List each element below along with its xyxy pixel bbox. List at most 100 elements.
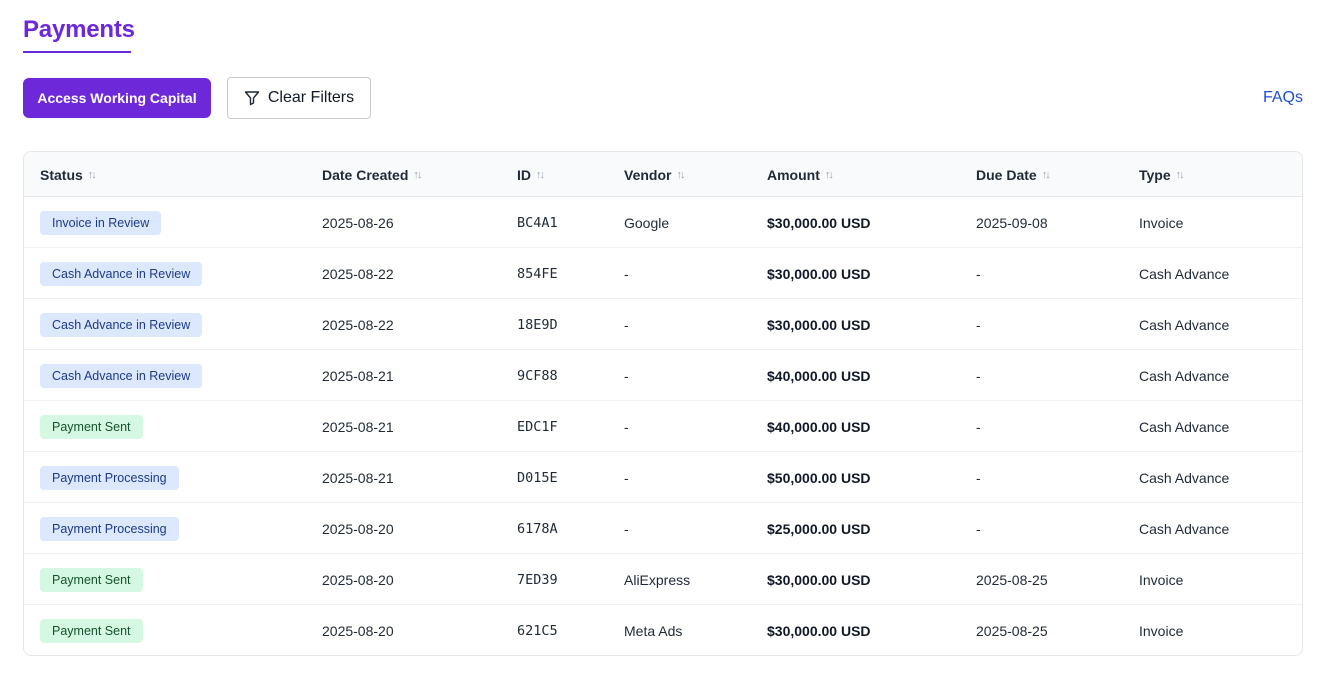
type-cell: Cash Advance xyxy=(1139,520,1230,537)
date-created-cell: 2025-08-26 xyxy=(322,214,394,231)
type-cell: Cash Advance xyxy=(1139,367,1230,384)
vendor-cell: - xyxy=(624,520,629,537)
sort-arrows-icon: ↑↓ xyxy=(1175,168,1185,181)
date-created-cell: 2025-08-22 xyxy=(322,265,394,282)
column-header-label: Date Created xyxy=(322,166,409,183)
table-row[interactable]: Payment Sent 2025-08-20 621C5 Meta Ads $… xyxy=(24,605,1302,655)
vendor-cell: - xyxy=(624,316,629,333)
amount-cell: $25,000.00 USD xyxy=(767,520,871,537)
date-created-cell: 2025-08-20 xyxy=(322,571,394,588)
status-badge: Payment Processing xyxy=(40,516,179,541)
sort-arrows-icon: ↑↓ xyxy=(536,168,545,181)
table-row[interactable]: Cash Advance in Review 2025-08-22 18E9D … xyxy=(24,299,1302,350)
column-header-id[interactable]: ID ↑↓ xyxy=(517,152,545,197)
due-date-cell: - xyxy=(976,265,981,282)
column-header-due-date[interactable]: Due Date ↑↓ xyxy=(976,152,1051,197)
filter-icon xyxy=(244,91,260,106)
status-badge: Payment Processing xyxy=(40,465,179,490)
type-cell: Invoice xyxy=(1139,622,1184,639)
column-header-label: Due Date xyxy=(976,166,1037,183)
id-cell: BC4A1 xyxy=(517,214,558,231)
due-date-cell: - xyxy=(976,367,981,384)
column-header-vendor[interactable]: Vendor ↑↓ xyxy=(624,152,685,197)
id-cell: 18E9D xyxy=(517,316,558,333)
due-date-cell: 2025-09-08 xyxy=(976,214,1048,231)
status-badge: Cash Advance in Review xyxy=(40,312,203,337)
page-title: Payments xyxy=(23,16,135,43)
status-badge: Invoice in Review xyxy=(40,210,162,235)
column-header-label: Status xyxy=(40,166,83,183)
status-badge: Payment Sent xyxy=(40,414,143,439)
amount-cell: $30,000.00 USD xyxy=(767,316,871,333)
id-cell: 7ED39 xyxy=(517,571,558,588)
date-created-cell: 2025-08-20 xyxy=(322,622,394,639)
vendor-cell: Google xyxy=(624,214,670,231)
column-header-label: Type xyxy=(1139,166,1171,183)
title-underline xyxy=(23,51,131,53)
due-date-cell: 2025-08-25 xyxy=(976,571,1048,588)
column-header-type[interactable]: Type ↑↓ xyxy=(1139,152,1185,197)
id-cell: 854FE xyxy=(517,265,558,282)
amount-cell: $40,000.00 USD xyxy=(767,418,871,435)
clear-filters-button[interactable]: Clear Filters xyxy=(227,77,371,119)
amount-cell: $40,000.00 USD xyxy=(767,367,871,384)
vendor-cell: - xyxy=(624,469,629,486)
vendor-cell: - xyxy=(624,418,629,435)
sort-arrows-icon: ↑↓ xyxy=(676,168,685,181)
amount-cell: $30,000.00 USD xyxy=(767,265,871,282)
table-row[interactable]: Payment Sent 2025-08-20 7ED39 AliExpress… xyxy=(24,554,1302,605)
faqs-link[interactable]: FAQs xyxy=(1262,89,1303,106)
amount-cell: $30,000.00 USD xyxy=(767,214,871,231)
due-date-cell: - xyxy=(976,418,981,435)
table-row[interactable]: Payment Sent 2025-08-21 EDC1F - $40,000.… xyxy=(24,401,1302,452)
column-header-date-created[interactable]: Date Created ↑↓ xyxy=(322,152,422,197)
status-badge: Payment Sent xyxy=(40,567,143,592)
column-header-label: ID xyxy=(517,166,531,183)
date-created-cell: 2025-08-22 xyxy=(322,316,394,333)
vendor-cell: AliExpress xyxy=(624,571,691,588)
date-created-cell: 2025-08-20 xyxy=(322,520,394,537)
column-header-amount[interactable]: Amount ↑↓ xyxy=(767,152,834,197)
access-working-capital-button[interactable]: Access Working Capital xyxy=(23,78,211,118)
sort-arrows-icon: ↑↓ xyxy=(87,168,97,181)
sort-arrows-icon: ↑↓ xyxy=(824,168,834,181)
status-badge: Cash Advance in Review xyxy=(40,363,203,388)
type-cell: Cash Advance xyxy=(1139,265,1230,282)
vendor-cell: Meta Ads xyxy=(624,622,683,639)
status-badge: Payment Sent xyxy=(40,618,143,643)
due-date-cell: - xyxy=(976,316,981,333)
id-cell: D015E xyxy=(517,469,558,486)
table-body: Invoice in Review 2025-08-26 BC4A1 Googl… xyxy=(24,197,1302,655)
vendor-cell: - xyxy=(624,265,629,282)
date-created-cell: 2025-08-21 xyxy=(322,469,394,486)
column-header-label: Vendor xyxy=(624,166,672,183)
table-row[interactable]: Cash Advance in Review 2025-08-22 854FE … xyxy=(24,248,1302,299)
amount-cell: $30,000.00 USD xyxy=(767,622,871,639)
sort-arrows-icon: ↑↓ xyxy=(413,168,422,181)
due-date-cell: - xyxy=(976,469,981,486)
table-row[interactable]: Payment Processing 2025-08-21 D015E - $5… xyxy=(24,452,1302,503)
id-cell: 9CF88 xyxy=(517,367,558,384)
table-row[interactable]: Invoice in Review 2025-08-26 BC4A1 Googl… xyxy=(24,197,1302,248)
type-cell: Cash Advance xyxy=(1139,469,1230,486)
payments-table: Status ↑↓ Date Created ↑↓ ID ↑↓ Vendor ↑… xyxy=(23,151,1303,656)
table-row[interactable]: Cash Advance in Review 2025-08-21 9CF88 … xyxy=(24,350,1302,401)
id-cell: 6178A xyxy=(517,520,558,537)
date-created-cell: 2025-08-21 xyxy=(322,367,394,384)
due-date-cell: 2025-08-25 xyxy=(976,622,1048,639)
column-header-status[interactable]: Status ↑↓ xyxy=(40,152,97,197)
type-cell: Cash Advance xyxy=(1139,316,1230,333)
vendor-cell: - xyxy=(624,367,629,384)
table-row[interactable]: Payment Processing 2025-08-20 6178A - $2… xyxy=(24,503,1302,554)
id-cell: 621C5 xyxy=(517,622,558,639)
amount-cell: $30,000.00 USD xyxy=(767,571,871,588)
table-header: Status ↑↓ Date Created ↑↓ ID ↑↓ Vendor ↑… xyxy=(24,152,1302,197)
type-cell: Invoice xyxy=(1139,214,1184,231)
id-cell: EDC1F xyxy=(517,418,558,435)
type-cell: Cash Advance xyxy=(1139,418,1230,435)
status-badge: Cash Advance in Review xyxy=(40,261,203,286)
amount-cell: $50,000.00 USD xyxy=(767,469,871,486)
sort-arrows-icon: ↑↓ xyxy=(1041,168,1051,181)
type-cell: Invoice xyxy=(1139,571,1184,588)
